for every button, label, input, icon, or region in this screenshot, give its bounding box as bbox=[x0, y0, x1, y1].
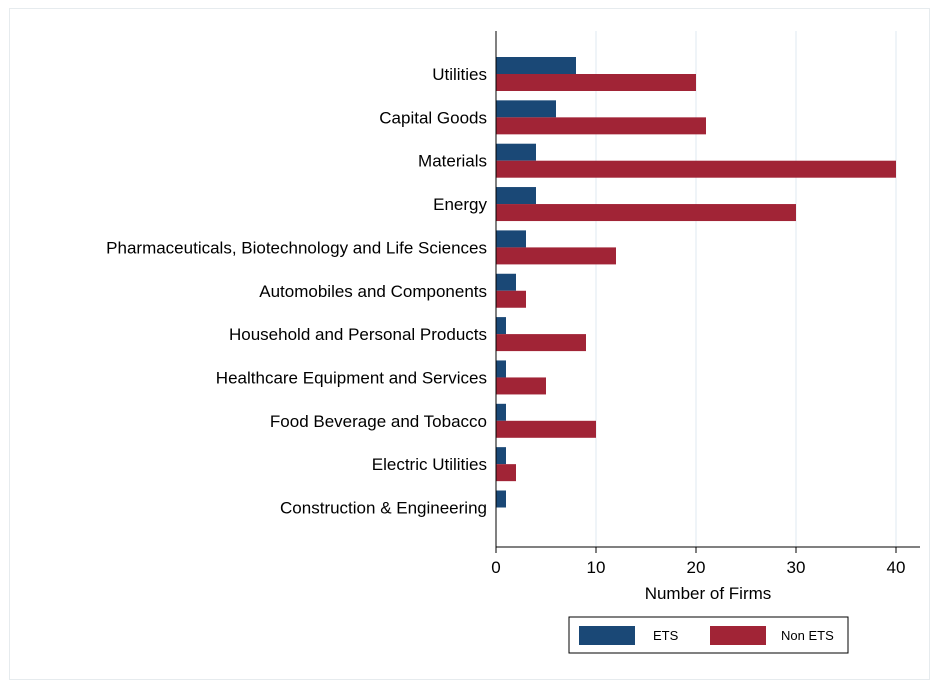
bar-ets bbox=[496, 57, 576, 74]
legend: ETS Non ETS bbox=[568, 616, 849, 654]
category-label: Utilities bbox=[432, 65, 487, 84]
legend-swatch-non-ets bbox=[710, 626, 766, 645]
bar-non-ets bbox=[496, 204, 796, 222]
bar-ets bbox=[496, 230, 526, 248]
legend-label-ets: ETS bbox=[653, 628, 679, 643]
legend-label-non-ets: Non ETS bbox=[781, 628, 834, 643]
bar-chart: Utilities Capital Goods Materials Energy Pha… bbox=[106, 31, 920, 654]
x-tick-labels: 0 10 20 30 40 bbox=[491, 547, 905, 577]
bar-non-ets bbox=[496, 247, 616, 265]
bar-non-ets bbox=[496, 464, 516, 482]
bar-non-ets bbox=[496, 160, 896, 178]
bar-non-ets bbox=[496, 117, 706, 135]
bar-non-ets bbox=[496, 334, 586, 352]
bar-ets bbox=[496, 447, 506, 465]
category-label: Pharmaceuticals, Biotechnology and Life … bbox=[106, 238, 487, 257]
bar-non-ets bbox=[496, 420, 596, 438]
bar-non-ets bbox=[496, 74, 696, 91]
bar-ets bbox=[496, 273, 516, 291]
bar-non-ets bbox=[496, 290, 526, 308]
category-label: Construction & Engineering bbox=[280, 499, 487, 518]
bar-ets bbox=[496, 403, 506, 421]
category-label: Food Beverage and Tobacco bbox=[270, 412, 487, 431]
x-tick-label: 40 bbox=[887, 558, 906, 577]
x-axis-title: Number of Firms bbox=[645, 584, 772, 603]
x-tick-label: 10 bbox=[587, 558, 606, 577]
category-label: Capital Goods bbox=[379, 108, 487, 127]
bar-ets bbox=[496, 100, 556, 118]
chart-frame: Utilities Capital Goods Materials Energy Pha… bbox=[9, 8, 930, 680]
x-tick-label: 0 bbox=[491, 558, 500, 577]
category-label: Healthcare Equipment and Services bbox=[216, 368, 487, 387]
bars bbox=[496, 57, 896, 508]
axes bbox=[495, 31, 920, 548]
x-tick-label: 30 bbox=[787, 558, 806, 577]
bar-ets bbox=[496, 490, 506, 508]
legend-swatch-ets bbox=[579, 626, 635, 645]
category-label: Electric Utilities bbox=[372, 455, 487, 474]
category-label: Materials bbox=[418, 152, 487, 171]
category-label: Energy bbox=[433, 195, 487, 214]
bar-ets bbox=[496, 187, 536, 205]
bar-non-ets bbox=[496, 377, 546, 395]
category-label: Automobiles and Components bbox=[259, 282, 487, 301]
x-tick-label: 20 bbox=[687, 558, 706, 577]
bar-ets bbox=[496, 360, 506, 378]
bar-ets bbox=[496, 143, 536, 161]
category-label: Household and Personal Products bbox=[229, 325, 487, 344]
bar-ets bbox=[496, 317, 506, 335]
category-labels: Utilities Capital Goods Materials Energy Pha… bbox=[106, 65, 487, 518]
grid-lines bbox=[595, 31, 897, 547]
